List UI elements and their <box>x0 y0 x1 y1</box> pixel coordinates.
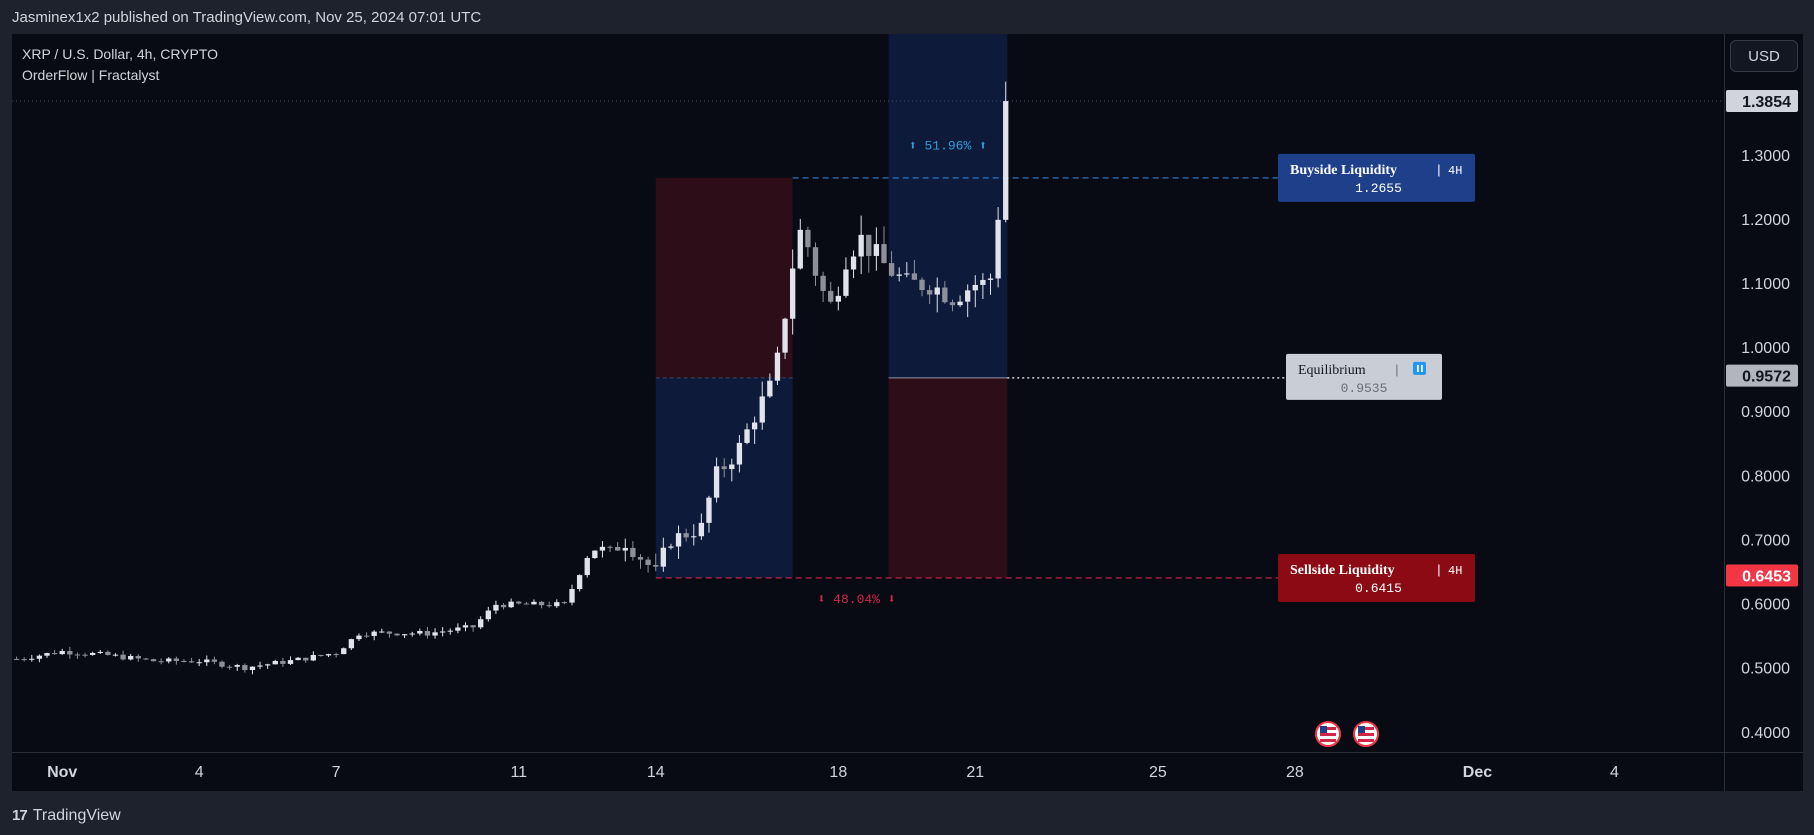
tradingview-brand: TradingView <box>32 806 121 824</box>
time-axis[interactable] <box>12 752 1724 791</box>
symbol-title[interactable]: XRP / U.S. Dollar, 4h, CRYPTO <box>22 46 219 62</box>
indicator-title[interactable]: OrderFlow | Fractalyst <box>22 67 160 83</box>
axis-corner <box>1724 752 1803 791</box>
tradingview-logo-icon: 17 <box>12 807 28 824</box>
chart-legend: XRP / U.S. Dollar, 4h, CRYPTO OrderFlow … <box>22 44 218 86</box>
tradingview-logo[interactable]: 17 TradingView <box>12 807 121 825</box>
chart-pane[interactable] <box>12 34 1724 752</box>
price-axis[interactable] <box>1724 34 1803 752</box>
publisher-text: Jasminex1x2 published on TradingView.com… <box>12 8 482 26</box>
footer: 17 TradingView <box>0 796 1814 835</box>
currency-button[interactable]: USD <box>1730 40 1798 72</box>
publisher-bar: Jasminex1x2 published on TradingView.com… <box>0 0 1814 34</box>
